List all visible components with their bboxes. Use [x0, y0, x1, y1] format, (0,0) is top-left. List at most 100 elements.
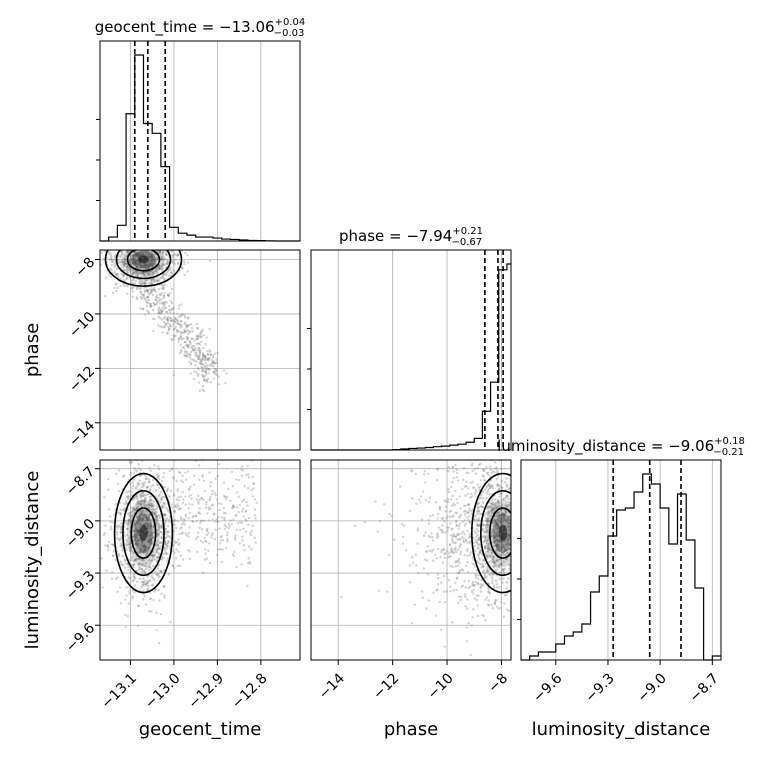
sample-point — [527, 529, 529, 531]
sample-point — [149, 242, 151, 244]
sample-point — [439, 529, 441, 531]
sample-point — [214, 352, 216, 354]
sample-point — [217, 475, 219, 477]
sample-point — [160, 613, 162, 615]
sample-point — [182, 481, 184, 483]
sample-point — [239, 529, 241, 531]
sample-point — [431, 536, 433, 538]
sample-point — [126, 293, 128, 295]
sample-point — [447, 501, 449, 503]
sample-point — [137, 246, 139, 248]
sample-point — [543, 557, 545, 559]
sample-point — [444, 531, 446, 533]
sample-point — [124, 626, 126, 628]
sample-point — [524, 522, 526, 524]
sample-point — [127, 615, 129, 617]
sample-point — [541, 535, 543, 537]
sample-point — [191, 503, 193, 505]
sample-point — [526, 546, 528, 548]
sample-point — [466, 550, 468, 552]
sample-point — [170, 246, 172, 248]
sample-point — [111, 578, 113, 580]
sample-point — [107, 549, 109, 551]
sample-point — [462, 569, 464, 571]
sample-point — [248, 546, 250, 548]
sample-point — [444, 510, 446, 512]
sample-point — [513, 571, 515, 573]
sample-point — [161, 287, 163, 289]
sample-point — [440, 629, 442, 631]
sample-point — [479, 479, 481, 481]
sample-point — [223, 481, 225, 483]
sample-point — [492, 452, 494, 454]
sample-point — [152, 246, 154, 248]
sample-point — [515, 549, 517, 551]
sample-point — [505, 594, 507, 596]
sample-point — [104, 525, 106, 527]
sample-point — [149, 244, 151, 246]
sample-point — [514, 494, 516, 496]
sample-point — [513, 565, 515, 567]
sample-point — [243, 499, 245, 501]
sample-point — [160, 310, 162, 312]
x-tick-label: −14 — [316, 670, 348, 702]
sample-point — [195, 372, 197, 374]
sample-point — [526, 576, 528, 578]
sample-point — [231, 523, 233, 525]
sample-point — [518, 543, 520, 545]
sample-point — [152, 309, 154, 311]
sample-point — [462, 585, 464, 587]
sample-point — [202, 364, 204, 366]
sample-point — [436, 469, 438, 471]
sample-point — [186, 336, 188, 338]
sample-point — [166, 318, 168, 320]
sample-point — [232, 485, 234, 487]
sample-point — [418, 499, 420, 501]
sample-point — [438, 526, 440, 528]
sample-point — [143, 245, 145, 247]
sample-point — [155, 243, 157, 245]
sample-point — [198, 479, 200, 481]
sample-point — [472, 592, 474, 594]
sample-point — [411, 622, 413, 624]
sample-point — [513, 527, 515, 529]
title-geocent_time: geocent_time = −13.06+0.04−0.03 — [95, 17, 305, 39]
sample-point — [526, 560, 528, 562]
sample-point — [163, 304, 165, 306]
sample-point — [225, 372, 227, 374]
sample-point — [496, 466, 498, 468]
sample-point — [475, 490, 477, 492]
sample-point — [209, 496, 211, 498]
sample-point — [184, 274, 186, 276]
sample-point — [117, 243, 119, 245]
sample-point — [466, 516, 468, 518]
sample-point — [524, 507, 526, 509]
sample-point — [196, 551, 198, 553]
sample-point — [195, 538, 197, 540]
sample-point — [252, 525, 254, 527]
density-cell — [498, 525, 507, 542]
sample-point — [526, 619, 528, 621]
sample-point — [471, 616, 473, 618]
sample-point — [147, 247, 149, 249]
sample-point — [223, 369, 225, 371]
sample-point — [254, 537, 256, 539]
sample-point — [445, 572, 447, 574]
sample-point — [115, 242, 117, 244]
sample-point — [139, 244, 141, 246]
sample-point — [241, 465, 243, 467]
y-tick-label: −9.6 — [63, 620, 98, 655]
sample-point — [197, 501, 199, 503]
sample-point — [448, 579, 450, 581]
sample-point — [177, 490, 179, 492]
sample-point — [155, 244, 157, 246]
sample-point — [511, 565, 513, 567]
sample-point — [200, 341, 202, 343]
sample-point — [486, 596, 488, 598]
sample-point — [246, 504, 248, 506]
x-axis-label-luminosity_distance: luminosity_distance — [532, 719, 711, 740]
sample-point — [525, 490, 527, 492]
sample-point — [428, 535, 430, 537]
sample-point — [461, 488, 463, 490]
sample-point — [180, 303, 182, 305]
